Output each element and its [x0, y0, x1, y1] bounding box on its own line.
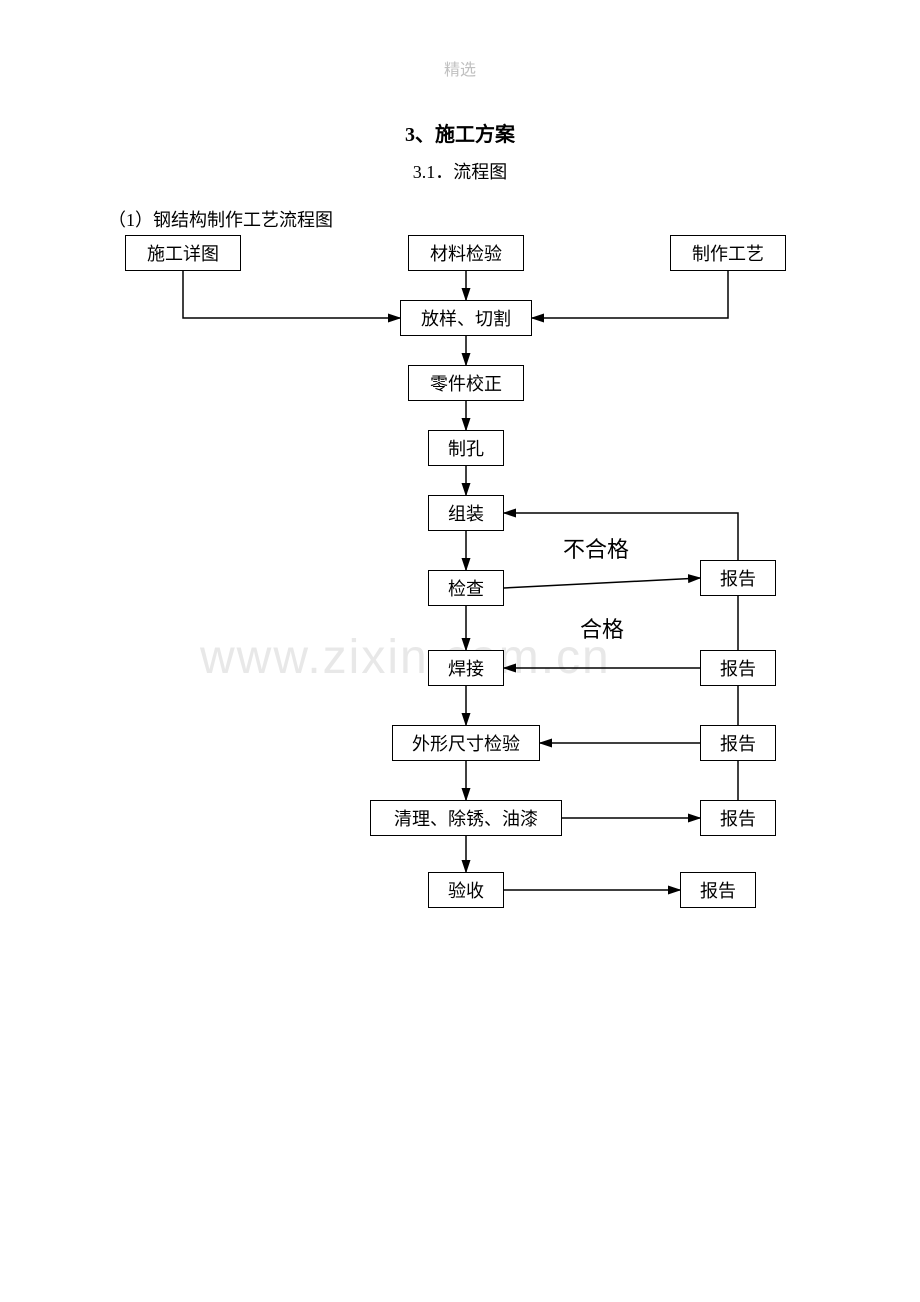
node-construction-drawing: 施工详图 [125, 235, 241, 271]
node-part-correction: 零件校正 [408, 365, 524, 401]
node-inspection: 检查 [428, 570, 504, 606]
page-header: 精选 [0, 56, 920, 80]
doc-subtitle: 3.1．流程图 [0, 158, 920, 184]
doc-title: 3、施工方案 [0, 118, 920, 147]
node-report-1: 报告 [700, 560, 776, 596]
node-assembly: 组装 [428, 495, 504, 531]
node-welding: 焊接 [428, 650, 504, 686]
node-drilling: 制孔 [428, 430, 504, 466]
node-clean-rust-paint: 清理、除锈、油漆 [370, 800, 562, 836]
node-layout-cutting: 放样、切割 [400, 300, 532, 336]
label-fail: 不合格 [563, 532, 629, 564]
node-fabrication-process: 制作工艺 [670, 235, 786, 271]
figure-caption: （1）钢结构制作工艺流程图 [108, 206, 333, 232]
node-report-2: 报告 [700, 650, 776, 686]
node-report-3: 报告 [700, 725, 776, 761]
node-acceptance: 验收 [428, 872, 504, 908]
node-report-5: 报告 [680, 872, 756, 908]
node-dimension-check: 外形尺寸检验 [392, 725, 540, 761]
label-pass: 合格 [580, 612, 624, 644]
node-report-4: 报告 [700, 800, 776, 836]
node-material-inspection: 材料检验 [408, 235, 524, 271]
